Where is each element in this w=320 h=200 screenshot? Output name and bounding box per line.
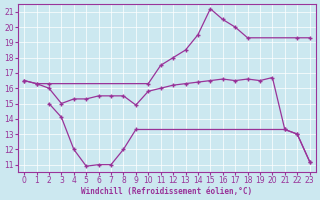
X-axis label: Windchill (Refroidissement éolien,°C): Windchill (Refroidissement éolien,°C) (81, 187, 252, 196)
